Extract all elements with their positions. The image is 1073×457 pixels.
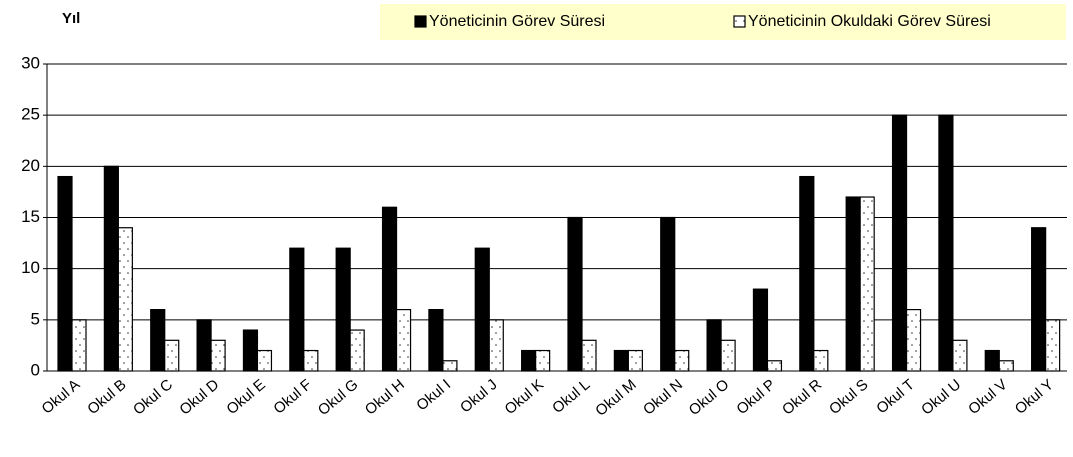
bar — [845, 196, 861, 372]
bar — [952, 339, 968, 372]
x-tick-label: Okul A — [39, 376, 84, 417]
x-tick-label: Okul F — [270, 376, 315, 417]
x-tick-label: Okul J — [457, 376, 500, 416]
x-tick-label: Okul C — [130, 376, 176, 419]
bar — [289, 247, 305, 372]
bar — [349, 329, 365, 372]
x-tick-label: Okul G — [315, 376, 362, 419]
y-tick-label: 25 — [21, 105, 40, 124]
x-tick-label: Okul K — [502, 376, 547, 418]
bar — [428, 309, 444, 372]
x-tick-label: Okul U — [918, 376, 964, 418]
y-tick-label: 5 — [31, 309, 40, 328]
y-axis-label: Yıl — [62, 10, 80, 27]
x-tick-label: Okul P — [733, 376, 778, 418]
bar — [103, 165, 119, 372]
x-tick-label: Okul D — [176, 376, 222, 419]
x-tick-label: Okul E — [223, 376, 268, 418]
bar — [242, 329, 259, 372]
bar — [381, 206, 398, 372]
x-tick-label: Okul V — [965, 376, 1010, 418]
bar — [256, 349, 273, 372]
bar — [752, 288, 769, 372]
y-tick-label: 10 — [21, 258, 40, 277]
bar — [1045, 319, 1061, 372]
bar — [706, 319, 722, 372]
bar — [938, 114, 954, 372]
x-tick-label: Okul M — [592, 376, 639, 420]
x-tick-label: Okul S — [826, 376, 871, 418]
legend-swatch — [414, 15, 427, 28]
legend-label: Yöneticinin Görev Süresi — [429, 13, 605, 30]
bar — [1031, 227, 1047, 372]
bar — [766, 360, 783, 372]
y-tick-label: 20 — [21, 156, 40, 175]
bar — [474, 247, 490, 372]
x-tick-label: Okul Y — [1012, 376, 1057, 418]
bar — [303, 349, 319, 372]
bar — [905, 309, 922, 372]
bar — [395, 309, 412, 372]
bar — [117, 227, 133, 372]
bar — [660, 216, 676, 372]
bar — [859, 196, 875, 372]
legend-background — [380, 4, 1066, 40]
bar — [150, 309, 166, 372]
bar — [891, 114, 908, 372]
bar — [581, 339, 597, 372]
bar — [720, 339, 736, 372]
legend-label: Yöneticinin Okuldaki Görev Süresi — [748, 13, 991, 30]
x-tick-label: Okul I — [413, 376, 454, 414]
bar — [164, 339, 180, 372]
bar — [196, 319, 212, 372]
bar — [335, 247, 351, 372]
bar — [210, 339, 226, 372]
x-tick-label: Okul O — [686, 376, 733, 419]
bar — [442, 360, 458, 372]
x-tick-label: Okul B — [84, 376, 129, 418]
bar — [813, 349, 829, 372]
bar — [998, 360, 1014, 372]
x-tick-label: Okul L — [549, 376, 593, 417]
legend-swatch — [733, 15, 746, 28]
x-tick-label: Okul T — [873, 376, 918, 417]
y-tick-label: 15 — [21, 207, 40, 226]
bar — [799, 175, 815, 372]
bar — [613, 349, 629, 372]
bar — [521, 349, 537, 372]
bar — [627, 349, 643, 372]
bar — [535, 349, 551, 372]
bar — [71, 319, 87, 372]
bar — [984, 349, 1000, 372]
bar — [488, 319, 504, 372]
y-tick-label: 0 — [31, 360, 40, 379]
x-tick-label: Okul H — [362, 376, 408, 418]
x-tick-label: Okul R — [779, 376, 825, 419]
bar — [674, 349, 690, 372]
bar — [567, 216, 583, 372]
y-tick-label: 30 — [21, 53, 40, 72]
bar — [57, 175, 73, 372]
x-tick-label: Okul N — [640, 376, 686, 418]
